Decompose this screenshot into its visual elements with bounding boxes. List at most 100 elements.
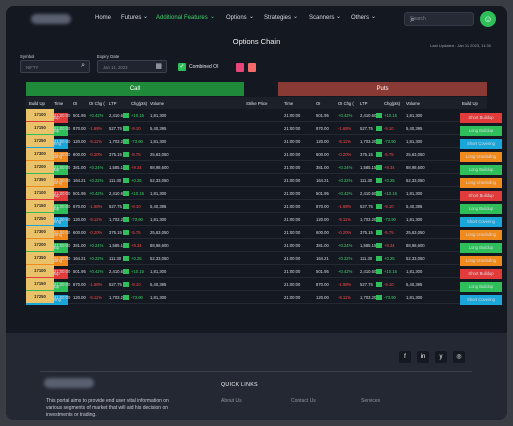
put-ltp: 1,703.20 — [360, 139, 377, 144]
brand-logo[interactable] — [31, 14, 71, 24]
call-oi-change: -9.11% — [89, 139, 102, 144]
call-change-pts: +10.15 — [131, 191, 144, 196]
put-oi: 870.00 — [316, 126, 329, 131]
col-header: Build Up — [29, 100, 45, 106]
call-trend-bar — [123, 243, 129, 248]
call-ltp: 375.15 — [109, 152, 122, 157]
put-ltp: 2,410.60 — [360, 191, 377, 196]
table-row[interactable]: Long Unwinding21:00:00164.21+0.22%111.30… — [26, 252, 502, 266]
call-volume: 25,63,050 — [150, 152, 169, 157]
table-row[interactable]: Long Unwinding21:00:00600.00-0.20%375.15… — [26, 226, 502, 240]
table-row[interactable]: Short Covering21:00:00120.00-9.11%1,703.… — [26, 213, 502, 227]
call-ltp: 1,703.20 — [109, 295, 126, 300]
put-volume: 52,33,050 — [406, 178, 425, 183]
put-ltp: 1,585.15 — [360, 165, 377, 170]
table-row[interactable]: Short Covering21:00:00120.00-9.11%1,703.… — [26, 135, 502, 149]
call-volume: 1,81,300 — [150, 269, 167, 274]
facebook-icon[interactable]: f — [399, 351, 411, 363]
link-contact-us[interactable]: Contact Us — [291, 398, 316, 404]
call-volume: 88,98,600 — [150, 165, 169, 170]
call-oi: 600.00 — [73, 230, 86, 235]
pdf-export-icon[interactable] — [236, 63, 244, 72]
put-oi: 501.95 — [316, 191, 329, 196]
put-oi-change: -0.20% — [338, 152, 352, 157]
chevron-down-icon: ⌄ — [336, 14, 342, 20]
table-row[interactable]: Long Buildup21:00:00381.00+0.24%1,585.15… — [26, 239, 502, 253]
call-ltp: 2,410.60 — [109, 269, 126, 274]
strike-price: 17250 — [26, 291, 54, 303]
call-volume: 1,81,300 — [150, 139, 167, 144]
put-volume: 1,81,300 — [406, 295, 423, 300]
put-volume: 1,81,300 — [406, 217, 423, 222]
put-oi: 870.00 — [316, 282, 329, 287]
put-change-pts: +9.34 — [384, 165, 395, 170]
nav-item-home[interactable]: Home — [95, 15, 112, 21]
call-volume: 52,33,050 — [150, 178, 169, 183]
symbol-label: Symbol — [20, 54, 35, 59]
combined-oi-checkbox[interactable]: ✓ — [178, 63, 186, 71]
put-time: 21:00:00 — [284, 269, 301, 274]
table-row[interactable]: Short Buildup21:00:00501.95+0.42%2,410.6… — [26, 265, 502, 279]
table-row[interactable]: Short Covering21:00:00120.00-9.11%1,703.… — [26, 291, 502, 305]
call-ltp: 1,585.15 — [109, 243, 126, 248]
link-about-us[interactable]: About Us — [221, 398, 242, 404]
table-row[interactable]: Long Unwinding21:00:00164.21+0.22%111.30… — [26, 174, 502, 188]
call-trend-bar — [123, 256, 129, 261]
put-volume: 1,81,300 — [406, 113, 423, 118]
put-ltp: 1,585.15 — [360, 243, 377, 248]
nav-item-strategies[interactable]: Strategies — [264, 15, 292, 21]
put-change-pts: +9.34 — [384, 243, 395, 248]
nav-item-scanners[interactable]: Scanners — [309, 15, 335, 21]
search-icon[interactable]: ⌕ — [81, 62, 85, 69]
strike-price: 17100 — [26, 187, 54, 199]
call-volume: 25,63,050 — [150, 230, 169, 235]
twitter-icon[interactable]: y — [435, 351, 447, 363]
user-icon[interactable]: ☺ — [480, 11, 496, 27]
linkedin-icon[interactable]: in — [417, 351, 429, 363]
search-icon[interactable]: ⌕ — [410, 14, 416, 24]
put-ltp: 375.15 — [360, 152, 373, 157]
call-change-pts: -73.90 — [131, 295, 143, 300]
search-input[interactable]: Search ⌕ — [404, 12, 474, 26]
expiry-date-input[interactable]: Jan 11, 2023 ▦ — [97, 60, 167, 73]
call-volume: 1,81,300 — [150, 295, 167, 300]
table-row[interactable]: Short Buildup21:00:00501.95+0.42%2,410.6… — [26, 187, 502, 201]
put-buildup-badge: Short Buildup — [460, 113, 502, 123]
table-row[interactable]: Long Unwinding21:00:00600.00-0.20%375.15… — [26, 148, 502, 162]
put-oi: 164.21 — [316, 178, 329, 183]
nav-item-additional-features[interactable]: Additional Features — [156, 15, 208, 21]
call-change-pts: +9.34 — [131, 165, 142, 170]
link-services[interactable]: Services — [361, 398, 381, 404]
call-ltp: 1,703.20 — [109, 217, 126, 222]
table-row[interactable]: Long Buildup21:00:00381.00+0.24%1,585.15… — [26, 161, 502, 175]
put-time: 21:00:00 — [284, 178, 301, 183]
put-oi-change: -1.68% — [338, 282, 352, 287]
instagram-icon[interactable]: ◎ — [453, 351, 465, 363]
excel-export-icon[interactable] — [248, 63, 256, 72]
nav-item-others[interactable]: Others — [351, 15, 370, 21]
put-time: 21:00:00 — [284, 217, 301, 222]
put-trend-bar — [376, 113, 382, 118]
col-header: Time — [284, 100, 294, 106]
put-ltp: 111.30 — [360, 178, 373, 183]
put-time: 21:00:00 — [284, 282, 301, 287]
symbol-input[interactable]: NIFTY ⌕ — [20, 60, 90, 73]
put-oi-change: +0.22% — [338, 178, 353, 183]
calendar-icon[interactable]: ▦ — [155, 63, 162, 70]
call-oi: 120.00 — [73, 295, 86, 300]
call-ltp: 111.30 — [109, 256, 122, 261]
call-change-pts: -9.10 — [131, 126, 141, 131]
put-oi: 120.00 — [316, 217, 329, 222]
put-oi-change: -9.11% — [338, 217, 351, 222]
table-row[interactable]: Short Buildup21:00:00501.95+0.42%2,410.6… — [26, 109, 502, 123]
nav-item-futures[interactable]: Futures — [121, 15, 142, 21]
put-change-pts: -9.10 — [384, 126, 394, 131]
put-time: 21:00:00 — [284, 152, 301, 157]
call-volume: 1,81,300 — [150, 113, 167, 118]
table-row[interactable]: Long Buildup21:00:00870.00-1.68%527.75-9… — [26, 122, 502, 136]
table-row[interactable]: Long Buildup21:00:00870.00-1.68%527.75-9… — [26, 278, 502, 292]
put-volume: 5,40,395 — [406, 126, 423, 131]
table-row[interactable]: Long Buildup21:00:00870.00-1.68%527.75-9… — [26, 200, 502, 214]
expiry-label: Expiry Date — [97, 54, 120, 59]
nav-item-options[interactable]: Options — [226, 15, 247, 21]
